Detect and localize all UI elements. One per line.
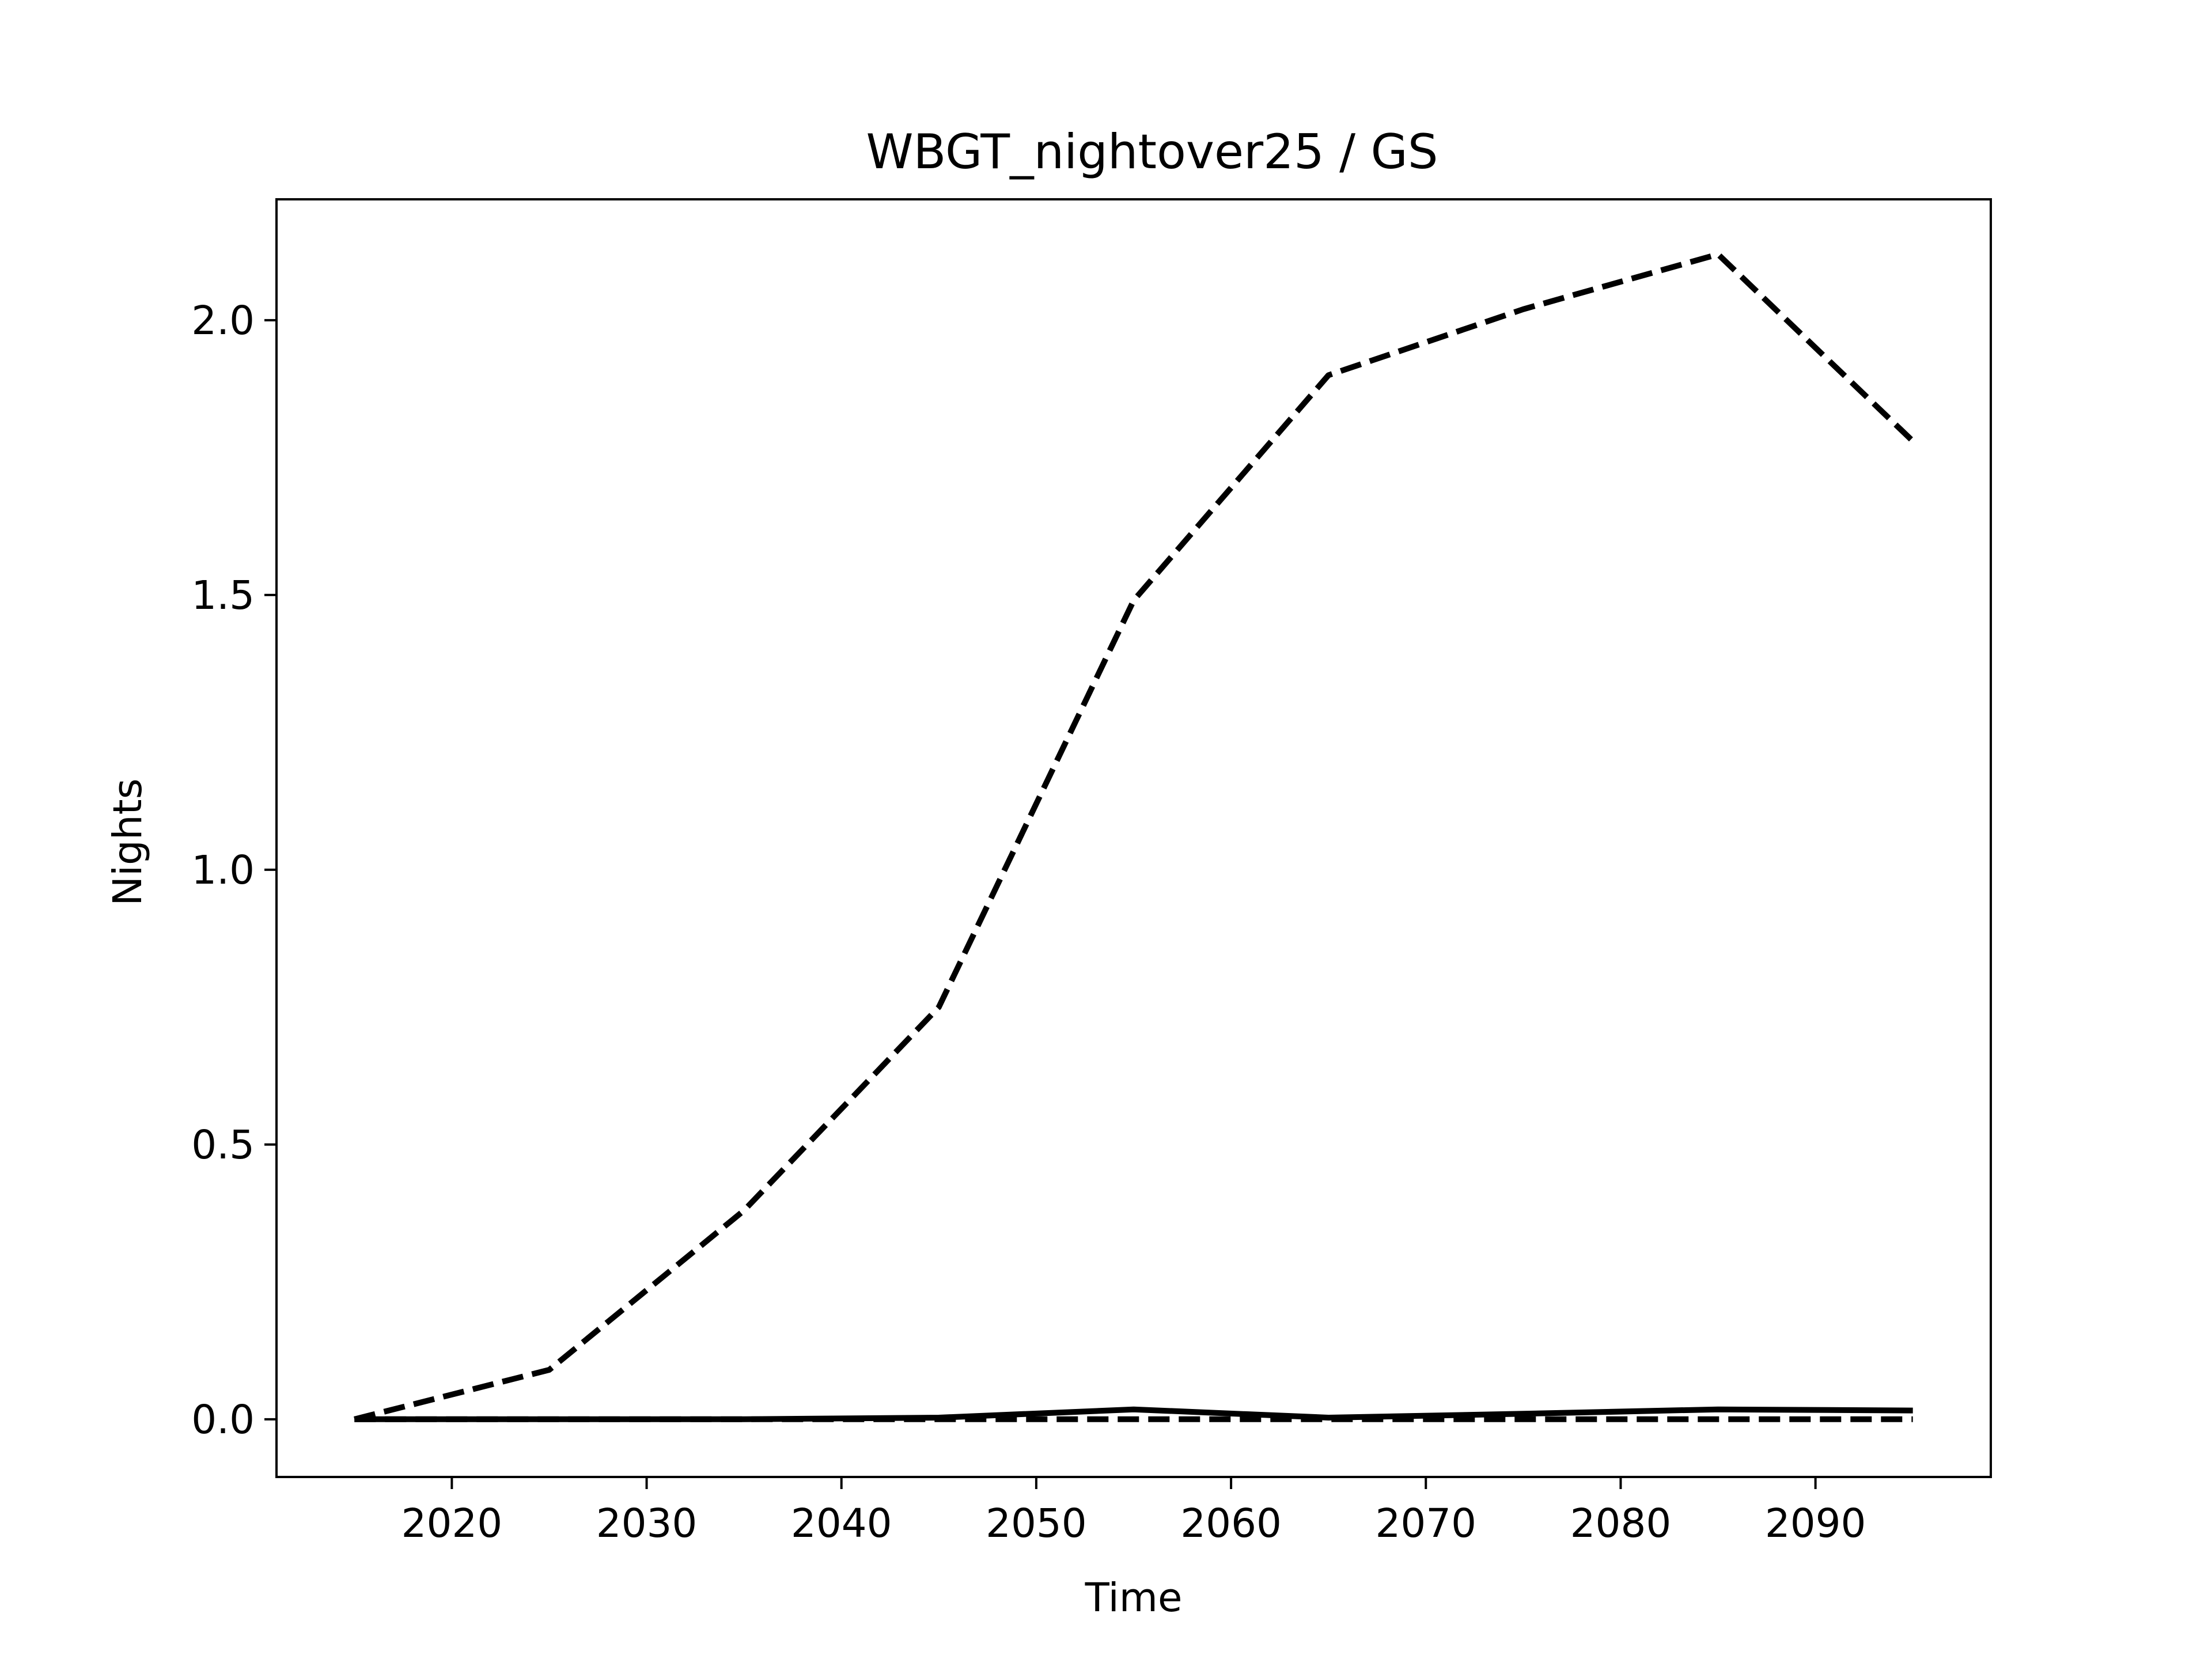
- axes-frame: [275, 198, 1992, 1478]
- series-line-1: [354, 251, 1915, 1422]
- y-axis: 0.0 0.5 1.0 1.5 2.0: [191, 298, 276, 1443]
- y-tick-label: 1.0: [191, 847, 255, 893]
- x-tick-label: 2070: [1375, 1501, 1476, 1547]
- y-tick-label: 1.5: [191, 573, 255, 619]
- x-tick-label: 2030: [596, 1501, 698, 1547]
- x-axis: 2020 2030 2040 2050 2060 2070 2080 2090: [402, 1477, 1866, 1547]
- x-tick-label: 2050: [986, 1501, 1087, 1547]
- y-tick-label: 0.5: [191, 1122, 255, 1168]
- x-tick-label: 2060: [1180, 1501, 1282, 1547]
- x-tick-label: 2090: [1765, 1501, 1866, 1547]
- x-tick-label: 2080: [1570, 1501, 1672, 1547]
- plot-area: [354, 251, 1915, 1422]
- x-axis-label: Time: [1085, 1575, 1183, 1621]
- x-tick-label: 2020: [402, 1501, 503, 1547]
- x-tick-label: 2040: [791, 1501, 892, 1547]
- y-tick-label: 0.0: [191, 1397, 255, 1443]
- y-tick-label: 2.0: [191, 298, 255, 344]
- y-axis-label: Nights: [105, 778, 151, 906]
- chart-title: WBGT_nightover25 / GS: [866, 124, 1438, 180]
